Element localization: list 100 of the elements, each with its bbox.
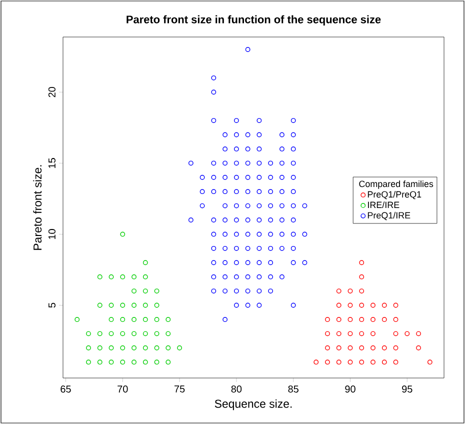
point xyxy=(142,302,148,308)
point xyxy=(120,232,126,237)
x-tick-label: 80 xyxy=(231,386,242,393)
point xyxy=(393,345,398,350)
point xyxy=(325,345,330,350)
x-tick-label: 70 xyxy=(118,386,128,393)
y-tick-label: 20 xyxy=(48,86,56,98)
point xyxy=(336,317,342,322)
point xyxy=(108,302,114,308)
point xyxy=(97,331,102,336)
point xyxy=(370,317,376,322)
point xyxy=(142,360,148,365)
point xyxy=(348,288,353,294)
point xyxy=(325,331,330,336)
point xyxy=(97,274,102,280)
point xyxy=(348,317,353,322)
point xyxy=(177,345,182,350)
point xyxy=(336,345,342,350)
point xyxy=(132,345,136,350)
point xyxy=(382,345,387,350)
x-tick-label: 85 xyxy=(288,386,298,393)
point xyxy=(154,331,160,336)
x-axis-title: Sequence size. xyxy=(214,399,292,410)
point xyxy=(142,274,148,280)
point xyxy=(97,302,102,308)
point xyxy=(132,331,136,336)
point xyxy=(416,331,421,336)
y-axis-title: Pareto front size. xyxy=(33,165,42,250)
point xyxy=(359,345,364,350)
point xyxy=(348,331,353,336)
point xyxy=(154,345,160,350)
point xyxy=(166,345,171,350)
point xyxy=(108,317,114,322)
point xyxy=(108,274,114,280)
legend-label: PreQ1/PreQ1 xyxy=(368,190,422,200)
point xyxy=(370,331,376,336)
point xyxy=(336,302,342,308)
y-tick-label: 10 xyxy=(48,229,56,239)
point xyxy=(120,331,126,336)
point xyxy=(108,331,114,336)
point xyxy=(325,317,330,322)
point xyxy=(97,345,102,350)
point xyxy=(154,288,160,294)
point xyxy=(359,302,364,308)
y-tick-label: 15 xyxy=(48,158,56,168)
point xyxy=(120,317,126,322)
point xyxy=(382,317,387,322)
x-tick-label: 90 xyxy=(345,386,356,393)
point xyxy=(97,360,102,365)
point xyxy=(404,331,410,336)
point xyxy=(142,260,148,266)
point xyxy=(108,345,114,350)
x-tick-label: 65 xyxy=(60,386,71,393)
point xyxy=(74,317,80,322)
point xyxy=(154,302,160,308)
point xyxy=(336,288,342,294)
point xyxy=(382,302,387,308)
point xyxy=(166,331,171,336)
point xyxy=(359,260,364,266)
point xyxy=(359,288,364,294)
chart-title: Pareto front size in function of the sequence size xyxy=(126,15,381,26)
point xyxy=(142,331,148,336)
y-tick-label: 5 xyxy=(48,302,56,308)
point xyxy=(393,331,398,336)
point xyxy=(370,302,376,308)
point xyxy=(393,360,398,365)
point xyxy=(359,331,364,336)
point xyxy=(359,274,364,280)
point xyxy=(393,302,398,308)
point xyxy=(142,288,148,294)
point xyxy=(132,302,136,308)
point xyxy=(132,360,136,365)
point xyxy=(416,345,421,350)
point xyxy=(348,302,353,308)
point xyxy=(132,274,136,280)
x-tick-label: 75 xyxy=(174,386,185,392)
legend-label: IRE/IRE xyxy=(368,201,400,208)
point xyxy=(348,360,353,365)
point xyxy=(427,360,432,365)
point xyxy=(359,317,364,322)
point xyxy=(166,360,171,365)
point xyxy=(132,288,136,294)
point xyxy=(120,302,126,308)
point xyxy=(314,360,319,365)
point xyxy=(86,360,91,365)
point xyxy=(86,331,91,336)
legend-label: PreQ1/IRE xyxy=(368,212,410,220)
legend-title: Compared families xyxy=(359,180,434,189)
point xyxy=(120,274,126,280)
point xyxy=(142,345,148,350)
point xyxy=(120,360,126,365)
point xyxy=(132,317,136,322)
point xyxy=(325,360,330,365)
point xyxy=(370,345,376,350)
point xyxy=(86,345,91,350)
point xyxy=(108,360,114,365)
point xyxy=(154,360,160,365)
point xyxy=(336,360,342,365)
point xyxy=(370,360,376,365)
point xyxy=(382,360,387,365)
